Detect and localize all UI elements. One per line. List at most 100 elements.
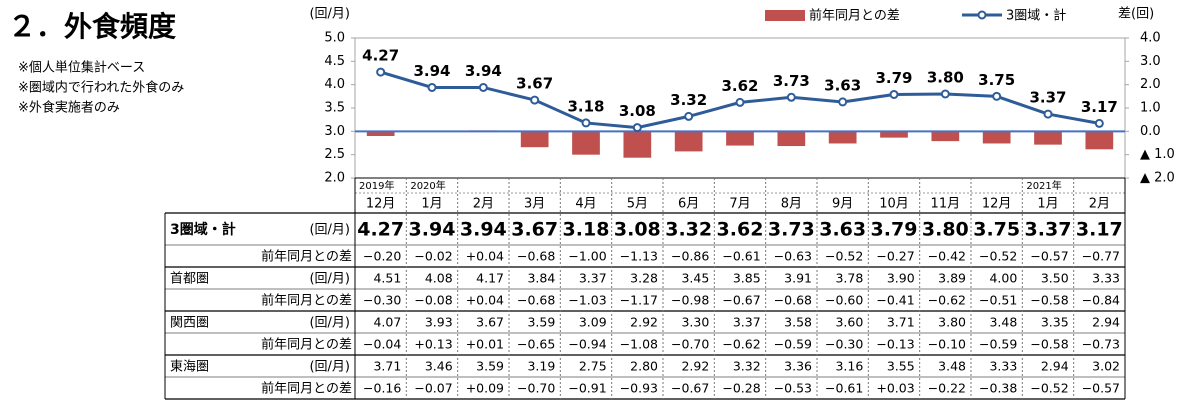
table-cell: 3.71 xyxy=(887,315,915,330)
bar xyxy=(726,131,754,146)
table-cell: 3.08 xyxy=(614,219,661,241)
table-cell: 3.63 xyxy=(819,219,866,241)
table-cell: +0.09 xyxy=(466,381,504,396)
bar xyxy=(880,131,908,138)
table-cell: −0.67 xyxy=(671,381,709,396)
bar xyxy=(572,131,600,155)
table-cell: 3.48 xyxy=(938,359,966,374)
y-tick-label: 2.5 xyxy=(324,147,345,162)
x-tick-label: 10月 xyxy=(879,197,909,212)
x-tick-label: 6月 xyxy=(678,197,699,212)
y-tick-label: 5.0 xyxy=(324,31,345,46)
data-label: 3.67 xyxy=(516,75,553,93)
line-marker xyxy=(940,89,950,99)
table-cell: 3.85 xyxy=(733,271,761,286)
table-cell: 3.89 xyxy=(938,271,966,286)
bar xyxy=(623,131,652,158)
row-label: 首都圏 xyxy=(170,272,209,287)
table-cell: −0.41 xyxy=(876,293,914,308)
data-label: 3.62 xyxy=(721,77,758,95)
row-unit: (回/月) xyxy=(309,223,350,238)
line-marker xyxy=(376,67,386,77)
table-cell: 3.17 xyxy=(1076,219,1123,241)
table-cell: 3.50 xyxy=(1041,271,1069,286)
table-cell: 4.07 xyxy=(373,315,401,330)
table-cell: −0.02 xyxy=(414,249,452,264)
y2-tick-label: ▲ 2.0 xyxy=(1140,171,1175,186)
y-tick-label: 2.0 xyxy=(324,171,345,186)
table-cell: −0.51 xyxy=(979,293,1017,308)
row-label: 前年同月との差 xyxy=(261,249,352,265)
table-cell: 3.62 xyxy=(717,219,764,241)
table-cell: −0.68 xyxy=(517,249,555,264)
data-label: 3.32 xyxy=(670,91,707,109)
table-cell: −0.07 xyxy=(414,381,452,396)
data-label: 3.08 xyxy=(619,102,656,120)
row-label: 前年同月との差 xyxy=(261,381,352,397)
x-tick-label: 3月 xyxy=(524,197,545,212)
line-marker xyxy=(478,82,488,92)
y2-tick-label: 1.0 xyxy=(1140,101,1161,116)
table-cell: 3.94 xyxy=(460,219,507,241)
data-label: 4.27 xyxy=(362,47,399,65)
table-cell: 3.37 xyxy=(1025,219,1072,241)
y2-tick-label: ▲ 1.0 xyxy=(1140,147,1175,162)
table-cell: 3.19 xyxy=(527,359,555,374)
table-cell: 3.37 xyxy=(579,271,607,286)
table-cell: 2.75 xyxy=(579,359,607,374)
table-cell: +0.03 xyxy=(876,381,914,396)
table-cell: 3.37 xyxy=(733,315,761,330)
x-tick-label: 9月 xyxy=(832,197,853,212)
table-cell: 3.60 xyxy=(835,315,863,330)
note: ※圏域内で行われた外食のみ xyxy=(18,80,184,96)
table-cell: 3.33 xyxy=(989,359,1017,374)
x-tick-label: 11月 xyxy=(931,197,961,212)
table-cell: +0.13 xyxy=(414,337,452,352)
legend-label: 前年同月との差 xyxy=(809,8,900,24)
bar xyxy=(1085,131,1114,150)
note: ※外食実施者のみ xyxy=(18,100,120,116)
table-cell: −0.77 xyxy=(1082,249,1120,264)
table-cell: 3.79 xyxy=(871,219,918,241)
table-cell: −0.27 xyxy=(876,249,914,264)
table-cell: −1.08 xyxy=(620,337,658,352)
bar xyxy=(366,131,395,136)
data-label: 3.80 xyxy=(927,69,964,87)
table-cell: −0.67 xyxy=(722,293,760,308)
table-cell: −0.68 xyxy=(774,293,812,308)
row-label: 3圏域・計 xyxy=(170,221,236,238)
data-label: 3.37 xyxy=(1029,89,1066,107)
table-cell: 4.27 xyxy=(357,219,404,241)
y-tick-label: 3.5 xyxy=(324,101,345,116)
table-cell: 3.73 xyxy=(768,219,815,241)
table-cell: −0.91 xyxy=(568,381,606,396)
line-marker xyxy=(684,111,694,121)
table-cell: −0.63 xyxy=(774,249,812,264)
data-label: 3.75 xyxy=(978,71,1015,89)
table-cell: 3.28 xyxy=(630,271,658,286)
row-unit: (回/月) xyxy=(309,360,350,375)
table-cell: −0.57 xyxy=(1030,249,1068,264)
table-cell: −0.10 xyxy=(928,337,966,352)
table-cell: −0.86 xyxy=(671,249,709,264)
x-tick-label: 1月 xyxy=(1037,197,1058,212)
table-cell: −0.98 xyxy=(671,293,709,308)
bar xyxy=(520,131,549,148)
data-label: 3.17 xyxy=(1081,98,1118,116)
row-label: 前年同月との差 xyxy=(261,337,352,353)
legend-swatch xyxy=(977,10,987,20)
table-cell: −0.65 xyxy=(517,337,555,352)
row-label: 東海圏 xyxy=(170,359,209,375)
table-cell: −0.70 xyxy=(671,337,709,352)
table-cell: 3.80 xyxy=(922,219,969,241)
line-marker xyxy=(1094,118,1104,128)
table-cell: 3.02 xyxy=(1092,359,1120,374)
y2-tick-label: 0.0 xyxy=(1140,124,1161,139)
bar xyxy=(674,131,703,152)
y2-tick-label: 4.0 xyxy=(1140,31,1161,46)
table-cell: 4.08 xyxy=(425,271,453,286)
table-cell: 3.09 xyxy=(579,315,607,330)
table-cell: 3.46 xyxy=(425,359,453,374)
x-tick-label: 1月 xyxy=(421,197,442,212)
table-cell: 2.92 xyxy=(681,359,709,374)
